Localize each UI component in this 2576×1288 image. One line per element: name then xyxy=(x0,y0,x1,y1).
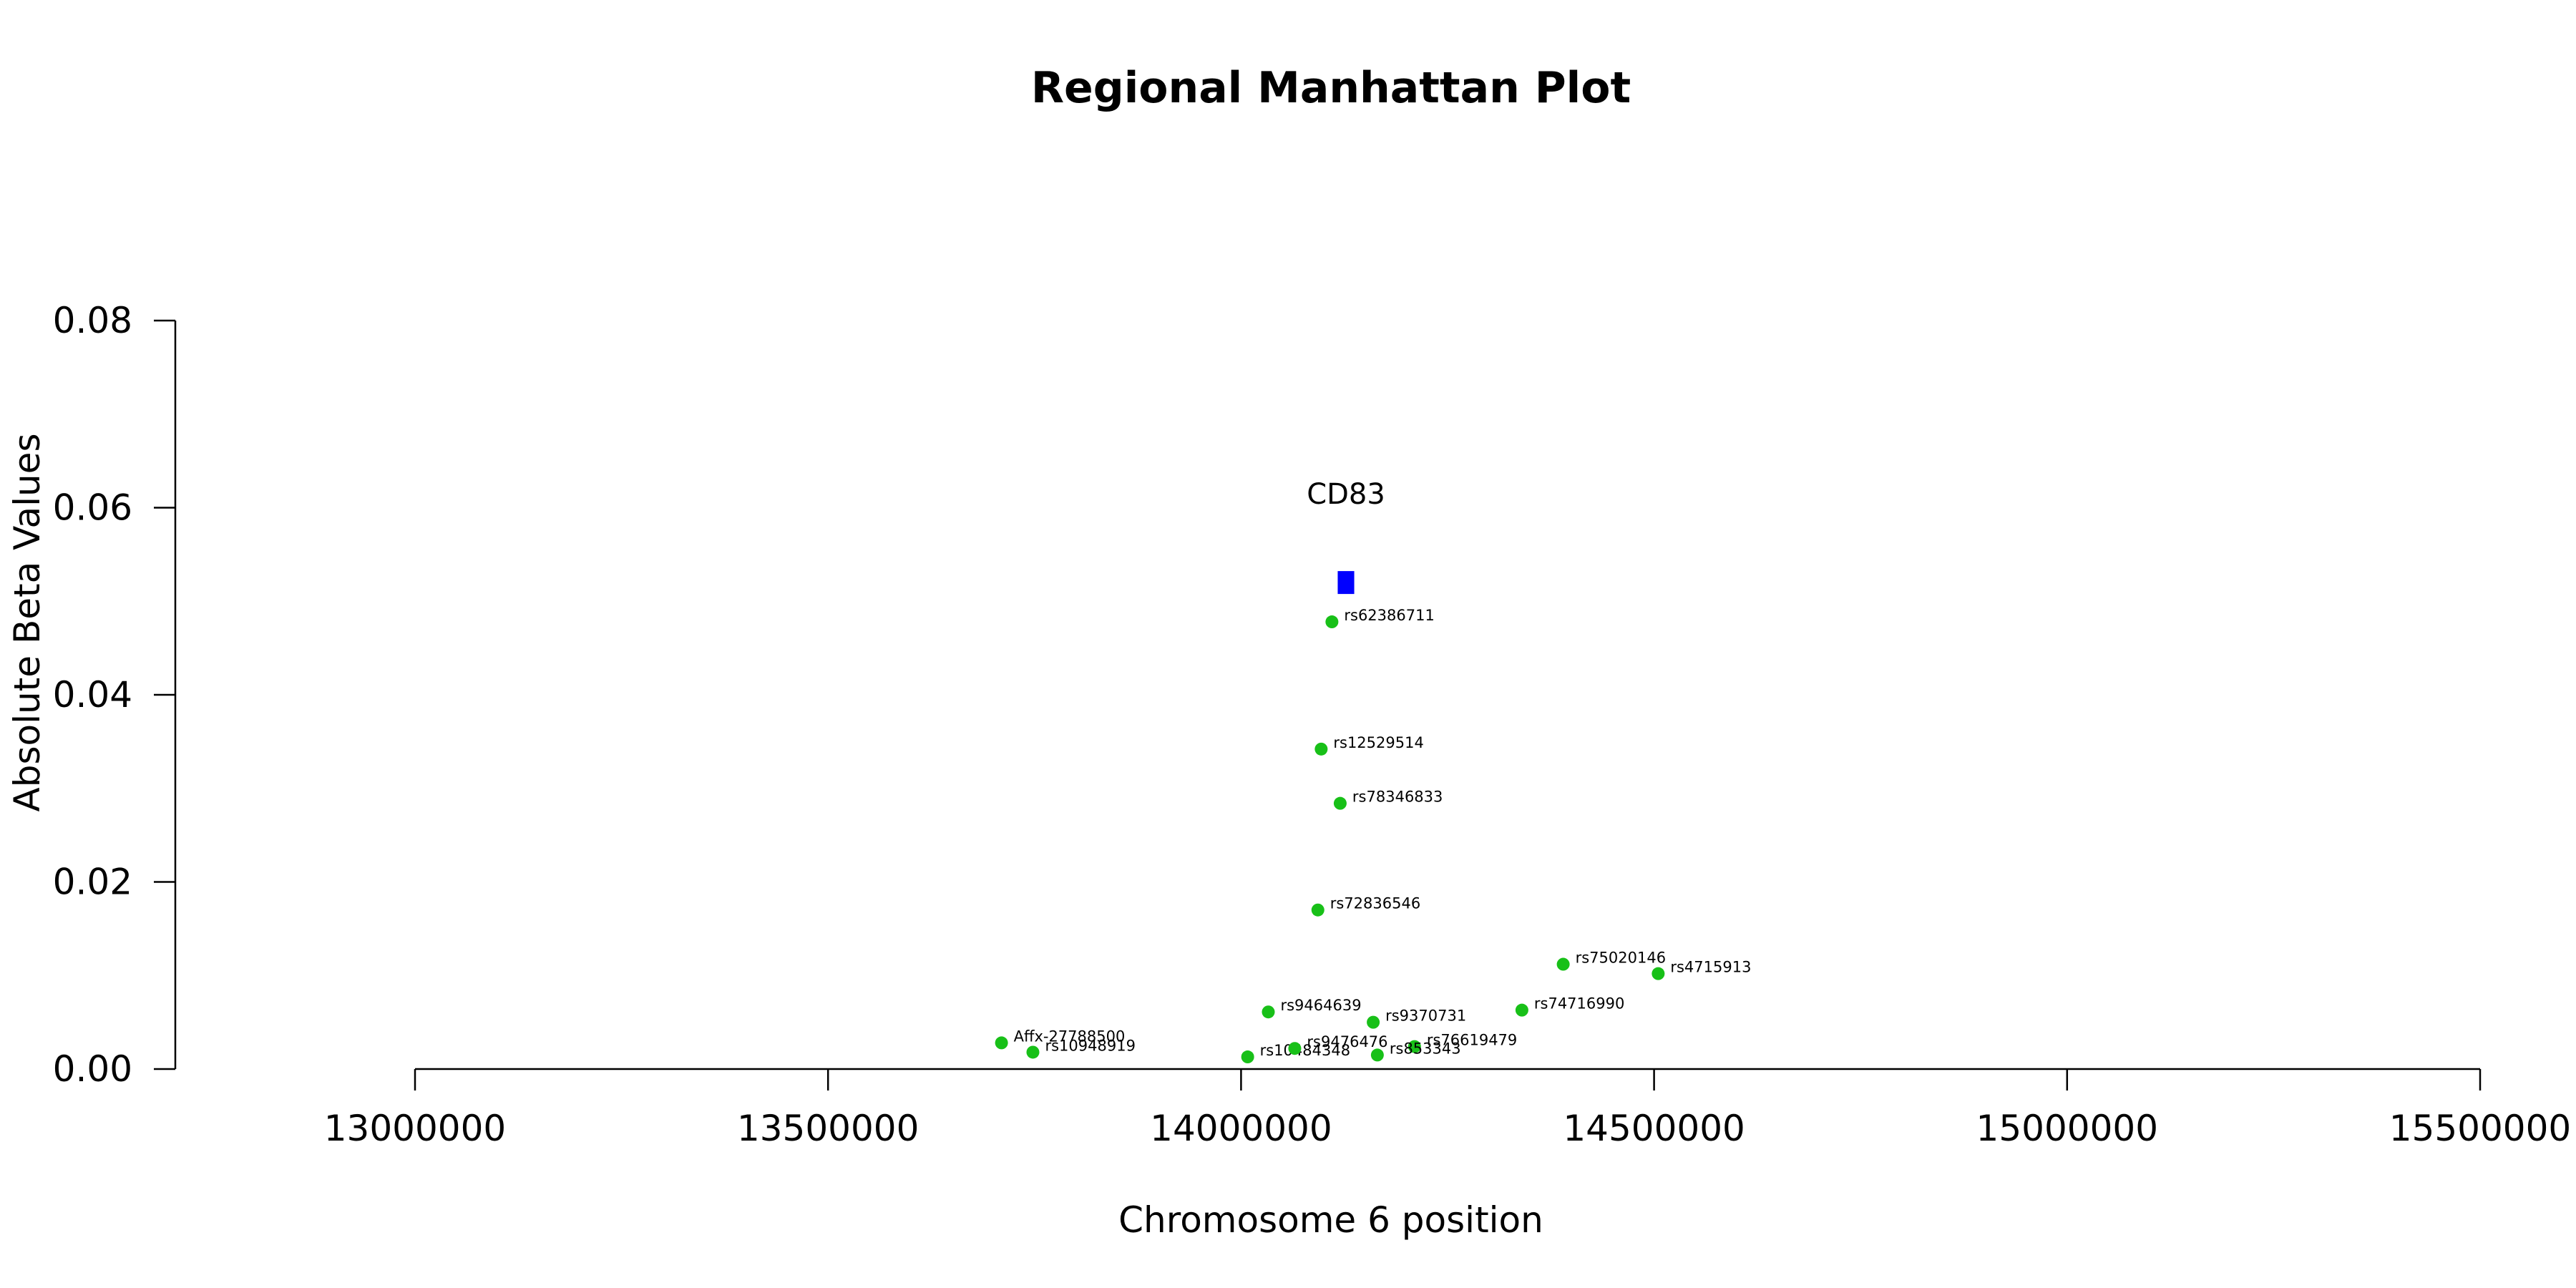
snp-label: Affx-27788500 xyxy=(1014,1028,1126,1045)
snp-point xyxy=(1311,903,1324,917)
chart-title: Regional Manhattan Plot xyxy=(1031,63,1631,113)
snp-point xyxy=(1026,1045,1040,1059)
snp-point xyxy=(1367,1015,1380,1029)
x-tick-label: 15000000 xyxy=(1976,1108,2159,1149)
y-tick-label: 0.04 xyxy=(53,674,132,716)
gene-label: CD83 xyxy=(1307,478,1385,511)
snp-point xyxy=(1556,957,1570,971)
x-tick-label: 14500000 xyxy=(1563,1108,1745,1149)
snp-label: rs76619479 xyxy=(1427,1032,1517,1049)
snp-label: rs9464639 xyxy=(1280,997,1361,1014)
snp-point xyxy=(1652,967,1665,980)
x-axis: 13000000 13500000 14000000 14500000 15000000… xyxy=(324,1068,2572,1149)
snp-point xyxy=(1288,1042,1302,1055)
y-tick-label: 0.06 xyxy=(53,487,132,529)
gene-track: CD83 xyxy=(1307,478,1385,595)
snp-label: rs72836546 xyxy=(1330,895,1420,912)
snp-point xyxy=(1314,742,1328,756)
y-tick-label: 0.00 xyxy=(53,1048,132,1090)
snp-point xyxy=(1262,1005,1275,1019)
x-axis-title: Chromosome 6 position xyxy=(1118,1199,1543,1241)
y-axis: 0.00 0.02 0.04 0.06 0.08 xyxy=(53,300,177,1090)
snp-label: rs9476476 xyxy=(1307,1033,1387,1050)
snp-point xyxy=(1370,1048,1384,1062)
snp-point xyxy=(1515,1003,1528,1017)
snp-point xyxy=(1407,1040,1421,1053)
snp-label: rs12529514 xyxy=(1333,734,1423,751)
x-tick-label: 13000000 xyxy=(324,1108,507,1149)
snp-label: rs10948919 xyxy=(1045,1037,1135,1054)
snp-label: rs78346833 xyxy=(1352,789,1443,806)
gene-marker xyxy=(1337,571,1355,595)
snp-label: rs9370731 xyxy=(1385,1008,1466,1025)
x-tick-label: 15500000 xyxy=(2389,1108,2572,1149)
y-tick-label: 0.08 xyxy=(53,300,132,341)
snp-label: rs4715913 xyxy=(1670,959,1751,976)
snp-point xyxy=(1333,796,1347,810)
snp-points: rs62386711 rs12529514 rs78346833 rs72836546… xyxy=(995,607,1751,1064)
snp-point xyxy=(995,1036,1008,1050)
x-tick-label: 14000000 xyxy=(1150,1108,1332,1149)
y-tick-label: 0.02 xyxy=(53,862,132,903)
x-tick-label: 13500000 xyxy=(737,1108,919,1149)
snp-point xyxy=(1241,1050,1254,1064)
snp-point xyxy=(1325,615,1339,629)
snp-label: rs853343 xyxy=(1390,1040,1461,1057)
y-axis-title: Absolute Beta Values xyxy=(6,434,48,812)
snp-label: rs75020146 xyxy=(1576,950,1666,967)
snp-label: rs62386711 xyxy=(1344,607,1434,624)
snp-label: rs74716990 xyxy=(1534,995,1624,1013)
snp-label: rs10484348 xyxy=(1260,1042,1350,1059)
